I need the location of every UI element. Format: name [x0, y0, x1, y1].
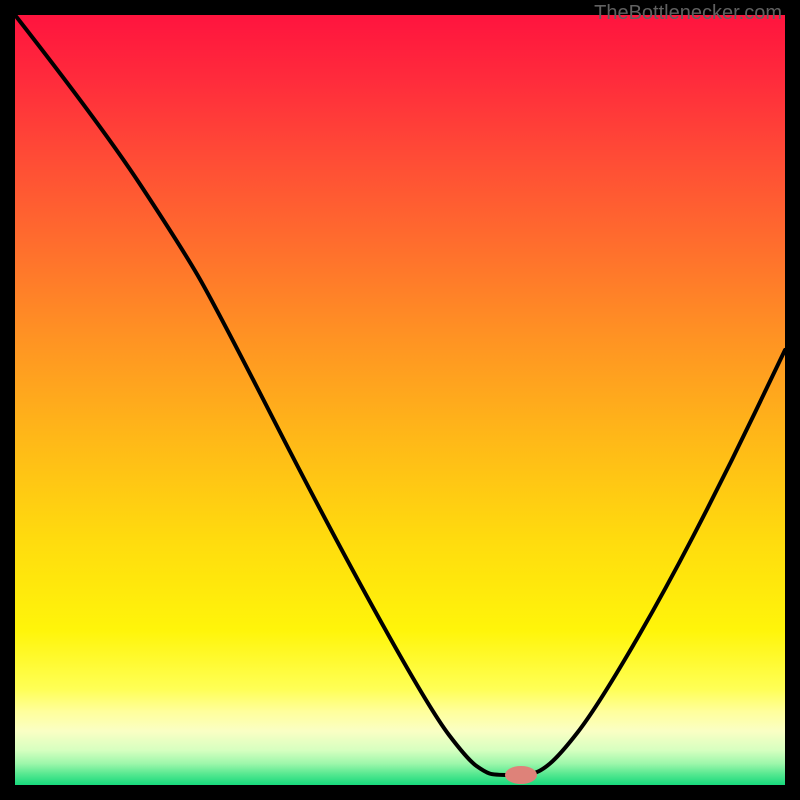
gradient-background: [15, 15, 785, 785]
chart-container: TheBottlenecker.com: [0, 0, 800, 800]
target-marker: [505, 766, 537, 784]
bottleneck-chart: [0, 0, 800, 800]
